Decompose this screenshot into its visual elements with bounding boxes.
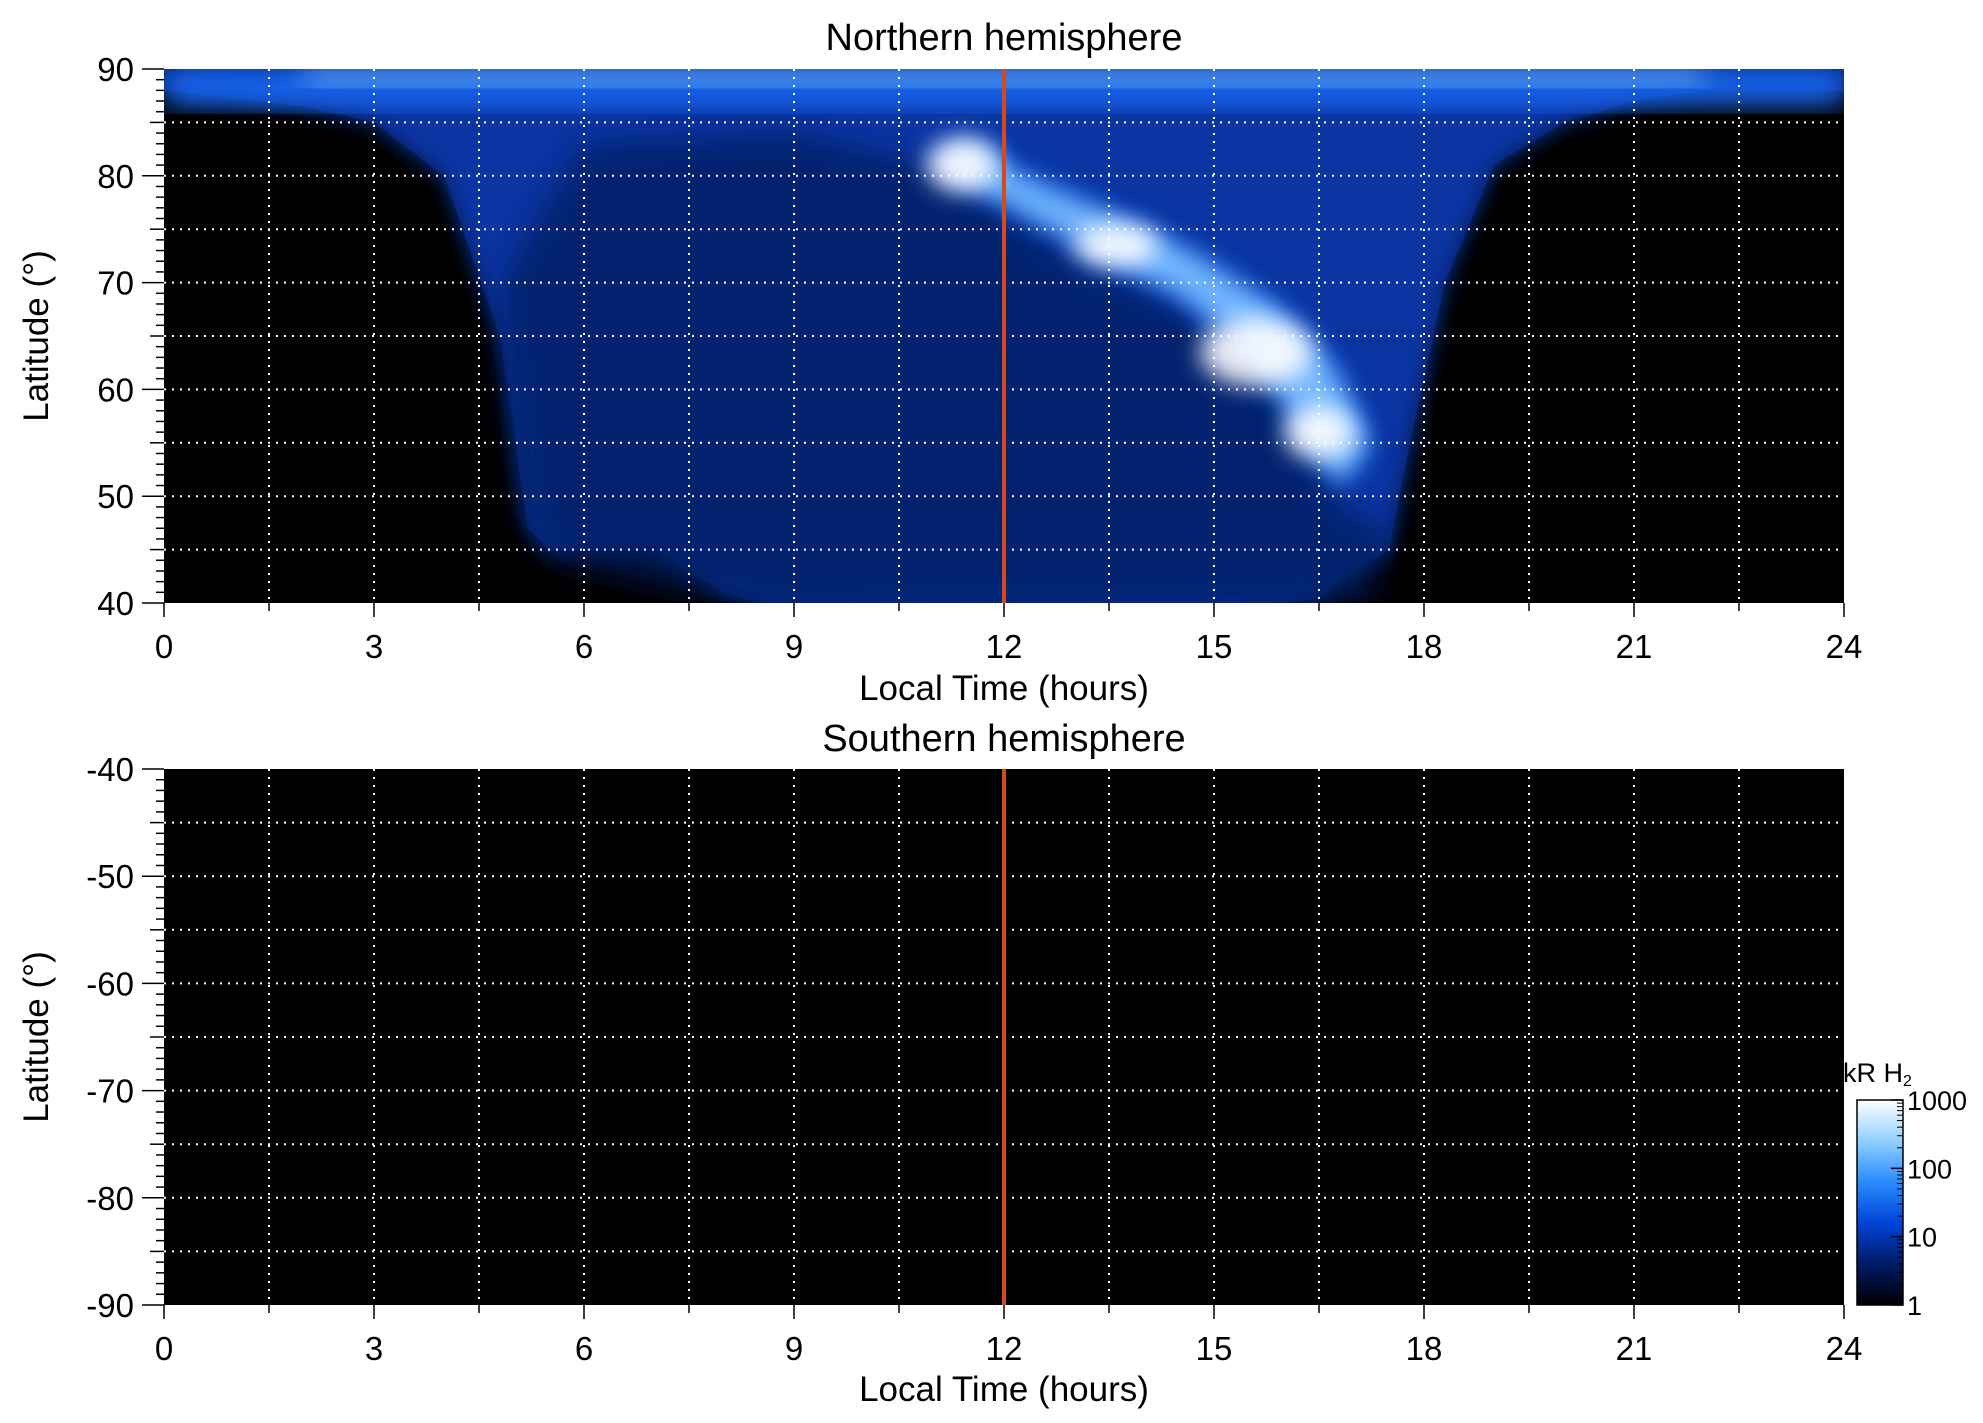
- x-tick-label: 21: [1616, 1330, 1653, 1367]
- x-tick-label: 0: [155, 628, 173, 665]
- southern-x-axis-label: Local Time (hours): [859, 1370, 1149, 1409]
- x-tick-label: 18: [1406, 1330, 1443, 1367]
- y-tick-label: 80: [97, 158, 134, 195]
- auroral-bright-spot-3: [1284, 405, 1354, 459]
- auroral-bright-spot-2: [1200, 317, 1312, 387]
- x-tick-label: 0: [155, 1330, 173, 1367]
- northern-x-tick-labels: 0 3 6 9 12 15 18 21 24: [155, 628, 1863, 665]
- x-tick-label: 6: [575, 1330, 593, 1367]
- northern-ticks: [142, 68, 1845, 617]
- southern-ticks: [142, 768, 1845, 1319]
- y-tick-label: -90: [86, 1287, 134, 1324]
- x-tick-label: 3: [365, 1330, 383, 1367]
- colorbar-tick-label: 100: [1907, 1154, 1952, 1184]
- southern-y-axis-label: Latitude (°): [17, 951, 56, 1123]
- y-tick-label: 50: [97, 478, 134, 515]
- y-tick-label: 90: [97, 51, 134, 88]
- southern-y-tick-labels: -40 -50 -60 -70 -80 -90: [86, 751, 134, 1324]
- northern-hemisphere-panel: Northern hemisphere 0 3 6 9 12 15 18 21 24 40 50 6…: [17, 17, 1862, 708]
- x-tick-label: 15: [1196, 1330, 1233, 1367]
- x-tick-label: 9: [785, 628, 803, 665]
- x-tick-label: 24: [1826, 628, 1863, 665]
- colorbar-label-subscript: 2: [1903, 1073, 1912, 1090]
- northern-y-tick-labels: 40 50 60 70 80 90: [97, 51, 134, 622]
- southern-x-tick-labels: 0 3 6 9 12 15 18 21 24: [155, 1330, 1863, 1367]
- colorbar: kR H2 1 10 100 1000: [1843, 1058, 1967, 1321]
- y-tick-label: -40: [86, 751, 134, 788]
- colorbar-tick-label: 1000: [1907, 1086, 1967, 1116]
- y-tick-label: 40: [97, 585, 134, 622]
- auroral-bright-spot-1: [1074, 223, 1158, 267]
- y-tick-label: 70: [97, 265, 134, 302]
- aurora-dim-region: [500, 133, 1389, 603]
- y-tick-label: -80: [86, 1180, 134, 1217]
- colorbar-label-text: kR H: [1843, 1058, 1903, 1088]
- x-tick-label: 12: [986, 628, 1023, 665]
- x-tick-label: 6: [575, 628, 593, 665]
- y-tick-label: -50: [86, 858, 134, 895]
- x-tick-label: 18: [1406, 628, 1443, 665]
- southern-title: Southern hemisphere: [822, 718, 1185, 760]
- colorbar-ticks: 1 10 100 1000: [1891, 1086, 1967, 1321]
- x-tick-label: 3: [365, 628, 383, 665]
- y-tick-label: -70: [86, 1073, 134, 1110]
- x-tick-label: 12: [986, 1330, 1023, 1367]
- colorbar-gradient: [1856, 1099, 1904, 1306]
- colorbar-tick-label: 1: [1907, 1291, 1922, 1321]
- northern-title: Northern hemisphere: [826, 17, 1183, 59]
- x-tick-label: 15: [1196, 628, 1233, 665]
- y-tick-label: -60: [86, 965, 134, 1002]
- x-tick-label: 9: [785, 1330, 803, 1367]
- x-tick-label: 24: [1826, 1330, 1863, 1367]
- colorbar-label: kR H2: [1843, 1058, 1912, 1090]
- northern-y-axis-label: Latitude (°): [17, 250, 56, 422]
- northern-x-axis-label: Local Time (hours): [859, 669, 1149, 708]
- y-tick-label: 60: [97, 371, 134, 408]
- auroral-bright-spot-0: [927, 138, 997, 192]
- x-tick-label: 21: [1616, 628, 1653, 665]
- colorbar-tick-label: 10: [1907, 1223, 1937, 1253]
- southern-hemisphere-panel: Southern hemisphere 0 3 6 9 12 15 18 21 24 -40 -5…: [17, 718, 1862, 1409]
